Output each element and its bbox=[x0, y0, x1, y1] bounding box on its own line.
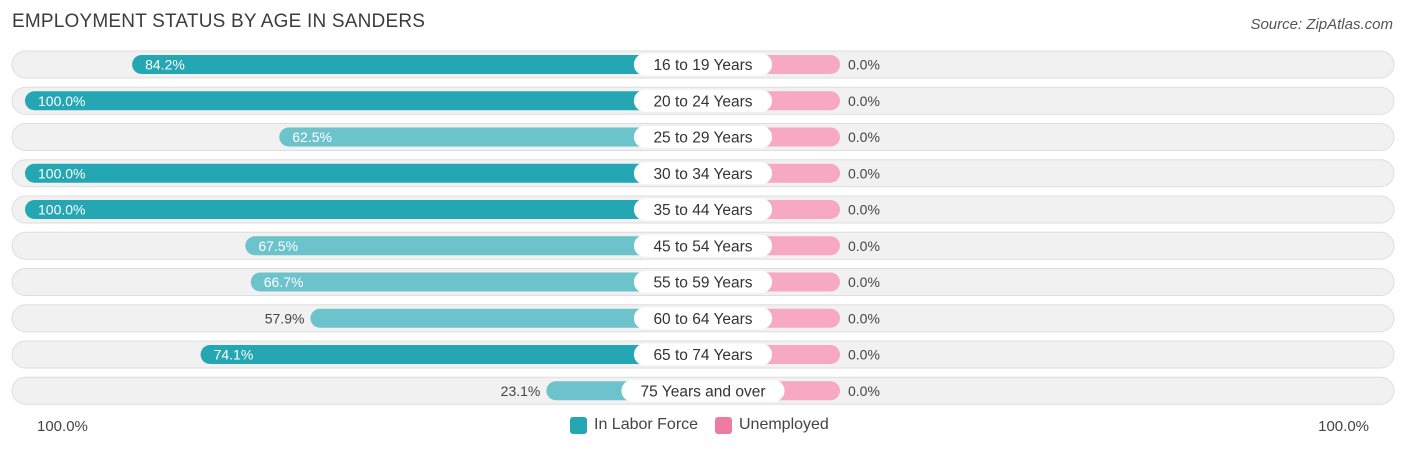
labor-bar bbox=[250, 272, 704, 292]
category-label: 25 to 29 Years bbox=[653, 130, 752, 147]
category-label-bg bbox=[633, 198, 773, 221]
category-label-bg bbox=[633, 307, 773, 330]
category-label: 45 to 54 Years bbox=[653, 238, 752, 255]
labor-bar bbox=[25, 163, 703, 183]
labor-bar bbox=[310, 308, 703, 328]
legend-swatch-labor bbox=[570, 416, 587, 434]
unemployed-value-label: 0.0% bbox=[848, 383, 880, 399]
unemployed-value-label: 0.0% bbox=[848, 202, 880, 218]
legend-item-labor: In Labor Force bbox=[570, 416, 698, 434]
chart-title: EMPLOYMENT STATUS BY AGE IN SANDERS bbox=[12, 11, 426, 32]
labor-bar bbox=[132, 55, 703, 74]
category-label: 55 to 59 Years bbox=[653, 275, 752, 292]
unemployed-value-label: 0.0% bbox=[848, 274, 880, 290]
labor-bar bbox=[25, 91, 703, 111]
category-label-bg bbox=[633, 89, 773, 112]
labor-bar bbox=[25, 200, 703, 219]
unemployed-value-label: 0.0% bbox=[848, 238, 880, 254]
category-label: 16 to 19 Years bbox=[653, 57, 752, 74]
labor-value-label: 66.7% bbox=[264, 274, 304, 290]
source-label: Source: ZipAtlas.com bbox=[1250, 16, 1393, 33]
category-label-bg bbox=[633, 126, 773, 148]
category-label-bg bbox=[621, 379, 785, 402]
unemployed-value-label: 0.0% bbox=[848, 347, 880, 363]
category-label: 75 Years and over bbox=[641, 383, 766, 400]
unemployed-value-label: 0.0% bbox=[848, 310, 880, 326]
labor-bar bbox=[200, 345, 704, 364]
labor-value-label: 84.2% bbox=[145, 57, 185, 73]
unemployed-value-label: 0.0% bbox=[848, 129, 880, 145]
labor-value-label: 62.5% bbox=[292, 129, 332, 145]
category-label: 60 to 64 Years bbox=[653, 311, 752, 328]
unemployed-value-label: 0.0% bbox=[848, 57, 880, 73]
legend: In Labor Force Unemployed bbox=[0, 416, 1406, 438]
labor-bar bbox=[279, 127, 703, 147]
labor-value-label: 57.9% bbox=[265, 310, 305, 326]
category-label: 65 to 74 Years bbox=[653, 347, 752, 364]
category-label: 20 to 24 Years bbox=[653, 93, 752, 110]
unemployed-value-label: 0.0% bbox=[848, 165, 880, 181]
axis-label-right: 100.0% bbox=[1318, 418, 1369, 435]
labor-value-label: 74.1% bbox=[214, 347, 254, 363]
category-label-bg bbox=[633, 271, 773, 293]
labor-bar bbox=[245, 236, 703, 256]
labor-value-label: 100.0% bbox=[38, 93, 85, 109]
axis-label-left: 100.0% bbox=[37, 418, 88, 435]
labor-value-label: 100.0% bbox=[38, 165, 85, 181]
category-label-bg bbox=[633, 234, 773, 257]
legend-item-unemployed: Unemployed bbox=[715, 416, 829, 434]
category-label-bg bbox=[633, 343, 773, 366]
labor-value-label: 23.1% bbox=[501, 383, 541, 399]
category-label: 30 to 34 Years bbox=[653, 166, 752, 183]
category-label: 35 to 44 Years bbox=[653, 202, 752, 219]
legend-label-labor: In Labor Force bbox=[594, 416, 699, 433]
legend-label-unemployed: Unemployed bbox=[739, 416, 829, 433]
unemployed-value-label: 0.0% bbox=[848, 93, 880, 109]
legend-swatch-unemployed bbox=[715, 416, 732, 434]
labor-value-label: 67.5% bbox=[258, 238, 298, 254]
labor-value-label: 100.0% bbox=[38, 202, 85, 218]
category-label-bg bbox=[633, 53, 773, 76]
chart-canvas: 84.2% 0.0% 16 to 19 Years 100.0% 0.0% 20 to 2… bbox=[11, 50, 1395, 405]
category-label-bg bbox=[633, 162, 773, 185]
